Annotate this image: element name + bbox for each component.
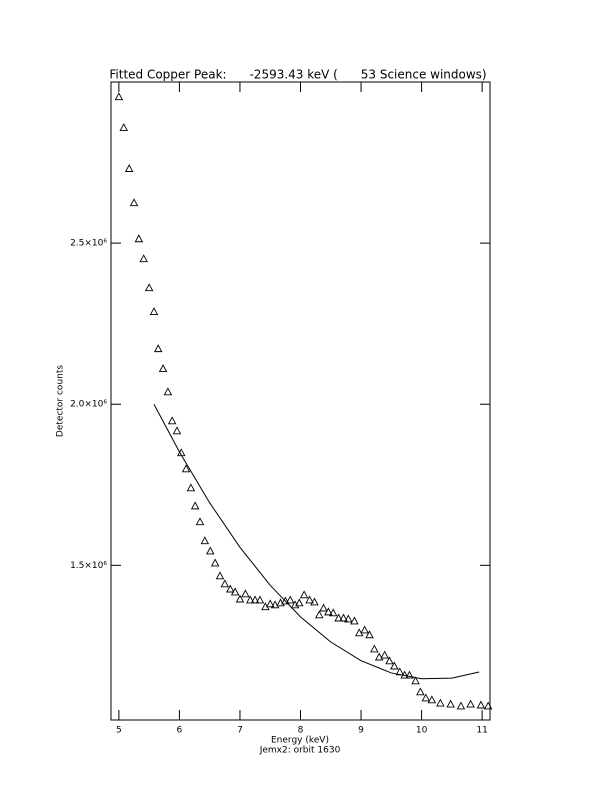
y-tick-label: 2.5×10⁶ (70, 239, 107, 249)
data-point (310, 597, 319, 606)
data-point (436, 698, 445, 707)
data-point (339, 613, 348, 622)
data-point (446, 699, 455, 708)
data-point (200, 536, 210, 545)
data-point (411, 676, 420, 685)
data-point (281, 596, 290, 605)
data-point (245, 595, 255, 604)
data-point (483, 701, 493, 710)
data-point (270, 600, 280, 609)
data-point (163, 387, 173, 396)
x-tick-label: 8 (298, 726, 304, 736)
data-point (129, 198, 139, 207)
data-point (250, 595, 260, 604)
data-point (153, 344, 163, 353)
data-point (324, 607, 333, 616)
data-point (476, 700, 486, 709)
x-tick-label: 6 (177, 726, 183, 736)
data-point (144, 283, 154, 292)
data-point (380, 650, 389, 659)
subtitle: Jemx2: orbit 1630 (259, 746, 341, 756)
data-point (416, 687, 425, 696)
data-point (206, 546, 215, 555)
data-point (255, 595, 265, 604)
data-point (374, 652, 384, 661)
data-point (466, 699, 475, 708)
data-point (265, 599, 275, 608)
data-point (360, 625, 369, 634)
data-point (215, 571, 225, 580)
data-point (114, 92, 124, 101)
data-point (124, 164, 134, 172)
data-point (344, 614, 353, 623)
data-point (195, 517, 205, 526)
data-point (365, 630, 374, 639)
data-point (181, 464, 191, 473)
x-tick-label: 9 (358, 726, 364, 736)
data-point (190, 501, 200, 510)
data-point (119, 123, 128, 132)
data-point (315, 610, 324, 619)
data-point (405, 670, 414, 679)
y-tick-label: 1.5×10⁶ (70, 561, 107, 571)
x-tick-label: 10 (416, 726, 428, 736)
data-point (167, 416, 177, 425)
data-point (299, 590, 309, 599)
data-point (186, 483, 196, 492)
data-point (328, 608, 338, 617)
data-point (158, 364, 168, 373)
data-point (421, 693, 431, 702)
data-point (226, 584, 235, 593)
data-point (172, 426, 182, 435)
data-point (149, 307, 159, 316)
data-point (305, 595, 314, 604)
data-point (390, 661, 399, 670)
data-point (230, 587, 240, 596)
x-tick-label: 7 (237, 726, 243, 736)
fit-curve (153, 403, 480, 680)
data-point (334, 613, 343, 622)
x-tick-label: 11 (476, 726, 487, 736)
y-tick-label: 2.0×10⁶ (70, 400, 107, 410)
data-point (319, 603, 328, 612)
data-point (295, 598, 304, 607)
data-point (285, 595, 295, 604)
data-point (134, 234, 144, 243)
data-point (210, 558, 220, 567)
data-point (385, 656, 394, 665)
data-point (139, 254, 148, 263)
chart-title: Fitted Copper Peak: -2593.43 keV ( 53 Sc… (109, 68, 486, 82)
x-tick-label: 5 (116, 726, 122, 736)
data-point (241, 589, 250, 598)
data-point (235, 594, 245, 603)
x-axis-label: Energy (keV) (271, 736, 329, 746)
data-point (427, 695, 437, 704)
y-axis-label: Detector counts (56, 365, 66, 437)
data-point (350, 616, 359, 625)
data-point (370, 644, 379, 653)
data-point (220, 579, 230, 588)
data-point (456, 701, 466, 710)
